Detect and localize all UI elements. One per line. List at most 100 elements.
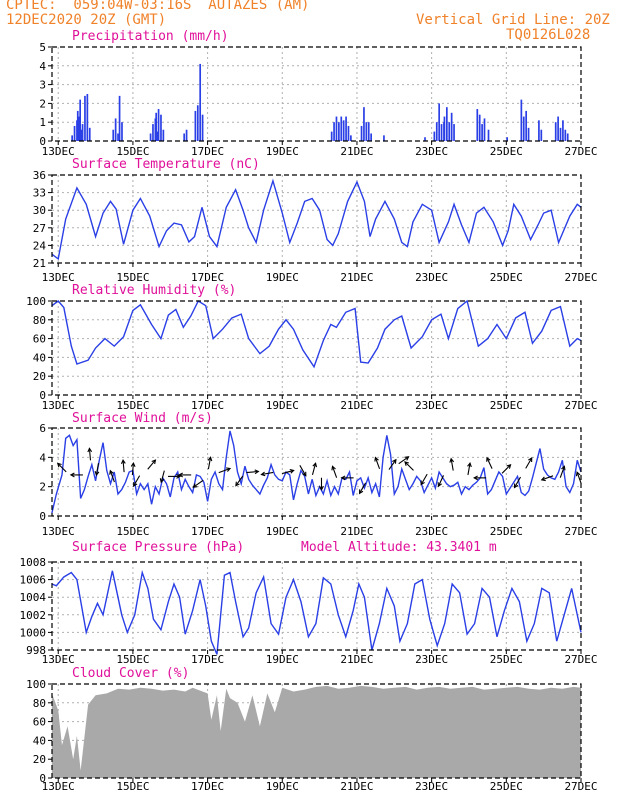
- precipitation-bar: [367, 122, 370, 141]
- surface-pressure-ytick-label: 1002: [20, 609, 47, 622]
- surface-pressure-xtick-label: 15DEC: [116, 653, 149, 666]
- precipitation-bar: [448, 122, 451, 141]
- wind-arrow-shaft: [450, 458, 454, 471]
- precipitation-bar: [84, 95, 86, 141]
- precipitation-bar: [527, 127, 530, 141]
- wind-arrow-head: [473, 475, 478, 481]
- precipitation-bar: [118, 95, 121, 141]
- surface-wind-xtick-label: 15DEC: [116, 525, 149, 538]
- wind-arrow-shaft: [246, 470, 259, 474]
- precipitation-frame: [51, 46, 582, 142]
- surface-wind-xtick-label: 13DEC: [42, 525, 75, 538]
- surface-pressure-xtick-label: 23DEC: [415, 653, 448, 666]
- wind-arrow-head: [254, 469, 260, 475]
- wind-arrow-shaft: [359, 482, 367, 494]
- precipitation-bar: [506, 137, 509, 141]
- precipitation-bar: [340, 116, 343, 141]
- wind-arrow-shaft: [235, 475, 244, 487]
- surface-temperature-xtick-label: 27DEC: [564, 271, 597, 284]
- header-location: CPTEC: 059:04W-03:16S AUTAZES (AM): [6, 0, 310, 13]
- precipitation-bar: [540, 129, 543, 141]
- precipitation-bar: [424, 137, 426, 141]
- header-model-code: TQ0126L028: [506, 27, 591, 43]
- cloud-cover-xtick-label: 23DEC: [415, 780, 448, 793]
- surface-wind-xtick-label: 27DEC: [564, 525, 597, 538]
- precipitation-bar: [112, 129, 115, 141]
- precipitation-bar: [554, 122, 557, 141]
- wind-arrow-shaft: [88, 448, 92, 461]
- precipitation-ytick-label: 1: [39, 116, 46, 129]
- wind-arrow-shaft: [218, 467, 231, 474]
- precipitation-xtick-label: 25DEC: [490, 145, 523, 158]
- surface-temperature-xtick-label: 25DEC: [490, 271, 523, 284]
- wind-arrow-head: [87, 447, 93, 453]
- surface-temperature-xtick-label: 13DEC: [42, 271, 75, 284]
- wind-arrow-head: [358, 489, 364, 495]
- precipitation-bar: [435, 122, 438, 141]
- wind-arrow-shaft: [388, 459, 397, 470]
- precipitation-bar: [117, 133, 119, 141]
- surface-wind-xtick-label: 21DEC: [340, 525, 373, 538]
- wind-arrow-head: [289, 468, 295, 474]
- wind-arrow-head: [506, 464, 512, 469]
- precipitation-bar: [157, 109, 160, 141]
- precipitation-bar: [440, 124, 443, 141]
- wind-arrow-shaft: [122, 460, 125, 473]
- cloud-cover-xtick-label: 27DEC: [564, 780, 597, 793]
- precipitation-bar: [152, 124, 154, 141]
- precipitation-bar: [350, 135, 352, 141]
- wind-arrow-head: [207, 456, 213, 462]
- relative-humidity-ytick-label: 80: [33, 314, 46, 327]
- precipitation-bar: [333, 122, 335, 141]
- precipitation-bar: [155, 112, 158, 141]
- precipitation-bar: [360, 125, 363, 141]
- precipitation-bar: [478, 114, 481, 141]
- wind-arrow-shaft: [299, 465, 307, 477]
- surface-temperature-ytick-label: 27: [33, 222, 46, 235]
- relative-humidity-xtick-label: 21DEC: [340, 399, 373, 412]
- precipitation-bar: [88, 127, 91, 141]
- precipitation-bar: [481, 124, 483, 141]
- precipitation-xtick-label: 27DEC: [564, 145, 597, 158]
- surface-wind-xtick-label: 23DEC: [415, 525, 448, 538]
- wind-arrow-head: [120, 459, 126, 465]
- precipitation-bar: [73, 125, 76, 141]
- surface-temperature-xtick-label: 23DEC: [415, 271, 448, 284]
- surface-wind-series-line: [51, 430, 582, 514]
- wind-arrow-shaft: [261, 471, 274, 476]
- wind-arrow-head: [312, 462, 318, 468]
- precipitation-bar: [445, 107, 448, 141]
- precipitation-bar: [338, 122, 340, 141]
- precipitation-bar: [201, 114, 204, 141]
- cloud-cover-area: [51, 685, 581, 778]
- precipitation-bar: [365, 122, 368, 141]
- surface-wind-xtick-label: 25DEC: [490, 525, 523, 538]
- wind-arrow-head: [159, 478, 165, 484]
- wind-arrow-head: [109, 469, 114, 475]
- surface-pressure-xtick-label: 25DEC: [490, 653, 523, 666]
- surface-pressure-frame: [51, 561, 582, 651]
- surface-wind-frame: [51, 427, 582, 517]
- surface-wind-ytick-label: 0: [39, 510, 46, 523]
- precipitation-xtick-label: 13DEC: [42, 145, 75, 158]
- precipitation-xtick-label: 21DEC: [340, 145, 373, 158]
- wind-arrow-head: [392, 458, 397, 464]
- cloud-cover-ytick-label: 0: [39, 772, 46, 785]
- cloud-cover-ytick-label: 60: [33, 716, 46, 729]
- wind-arrow-head: [56, 462, 62, 468]
- relative-humidity-ytick-label: 0: [39, 389, 46, 402]
- cloud-cover-ytick-label: 80: [33, 697, 46, 710]
- precipitation-bar: [71, 135, 74, 141]
- wind-arrow-shaft: [525, 457, 533, 469]
- precipitation-bar: [199, 63, 202, 141]
- wind-arrow-head: [437, 482, 442, 488]
- relative-humidity-xtick-label: 17DEC: [191, 399, 224, 412]
- surface-pressure-xtick-label: 21DEC: [340, 653, 373, 666]
- precipitation-bar: [483, 118, 486, 141]
- wind-arrow-shaft: [109, 470, 115, 483]
- surface-wind-title: Surface Wind (m/s): [72, 411, 213, 426]
- precipitation-ytick-label: 2: [39, 97, 46, 110]
- surface-wind-ytick-label: 2: [39, 481, 46, 494]
- surface-wind-xtick-label: 17DEC: [191, 525, 224, 538]
- wind-arrow-head: [319, 485, 324, 491]
